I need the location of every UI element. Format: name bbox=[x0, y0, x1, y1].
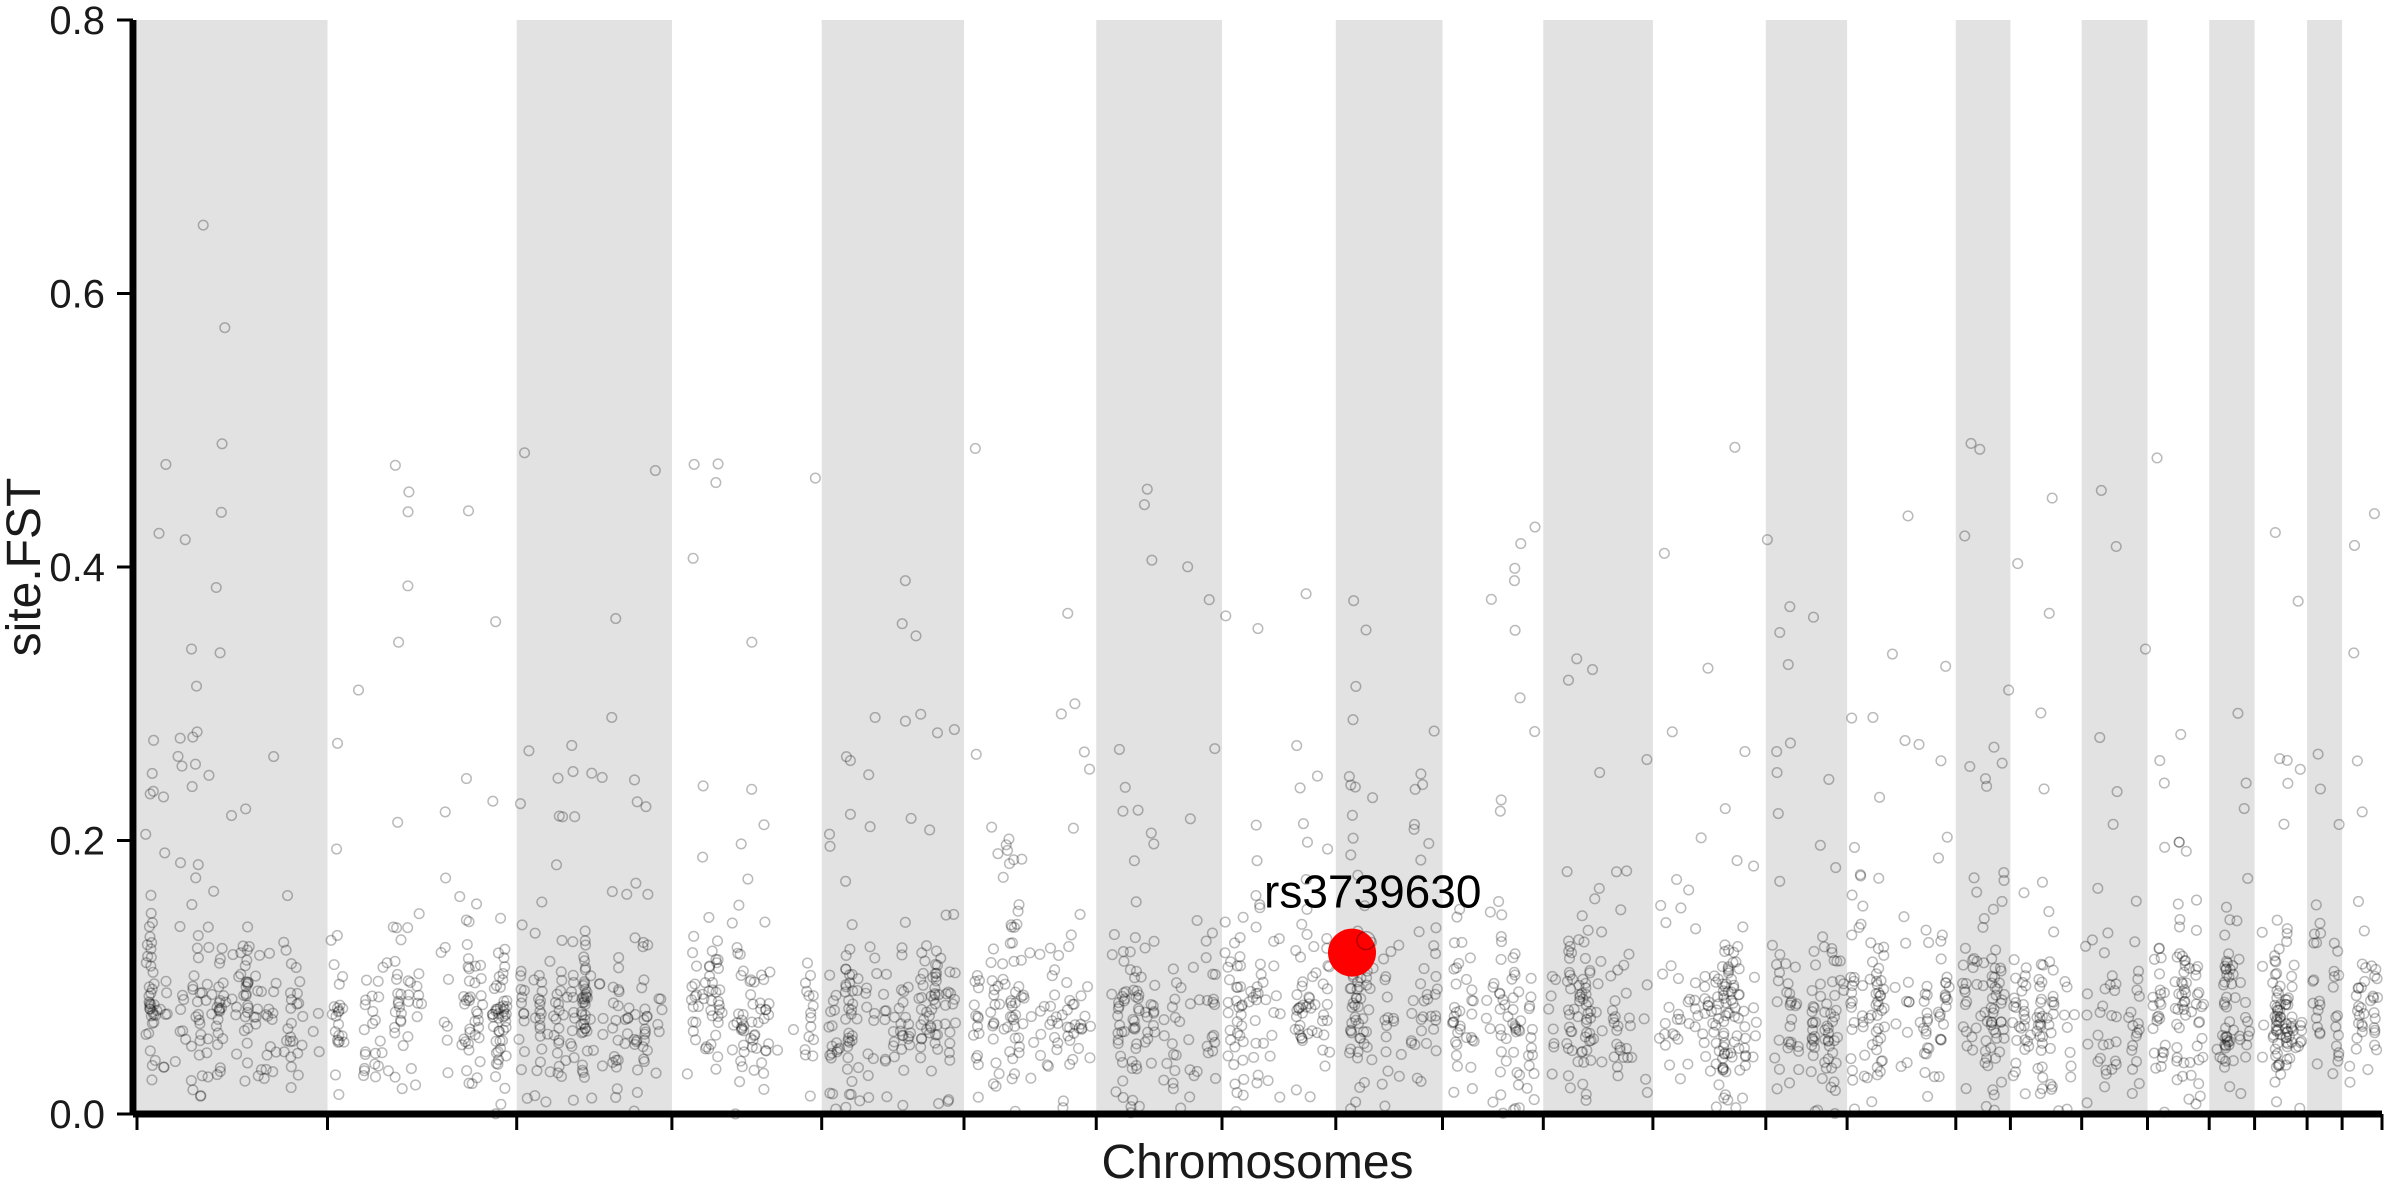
svg-text:0.4: 0.4 bbox=[49, 546, 105, 590]
svg-text:0.8: 0.8 bbox=[49, 0, 105, 43]
svg-text:rs3739630: rs3739630 bbox=[1264, 866, 1481, 918]
svg-text:site.FST: site.FST bbox=[0, 478, 51, 657]
svg-text:0.6: 0.6 bbox=[49, 273, 105, 317]
svg-text:0.0: 0.0 bbox=[49, 1093, 105, 1137]
svg-text:Chromosomes: Chromosomes bbox=[1101, 1136, 1413, 1189]
svg-text:0.2: 0.2 bbox=[49, 820, 105, 864]
